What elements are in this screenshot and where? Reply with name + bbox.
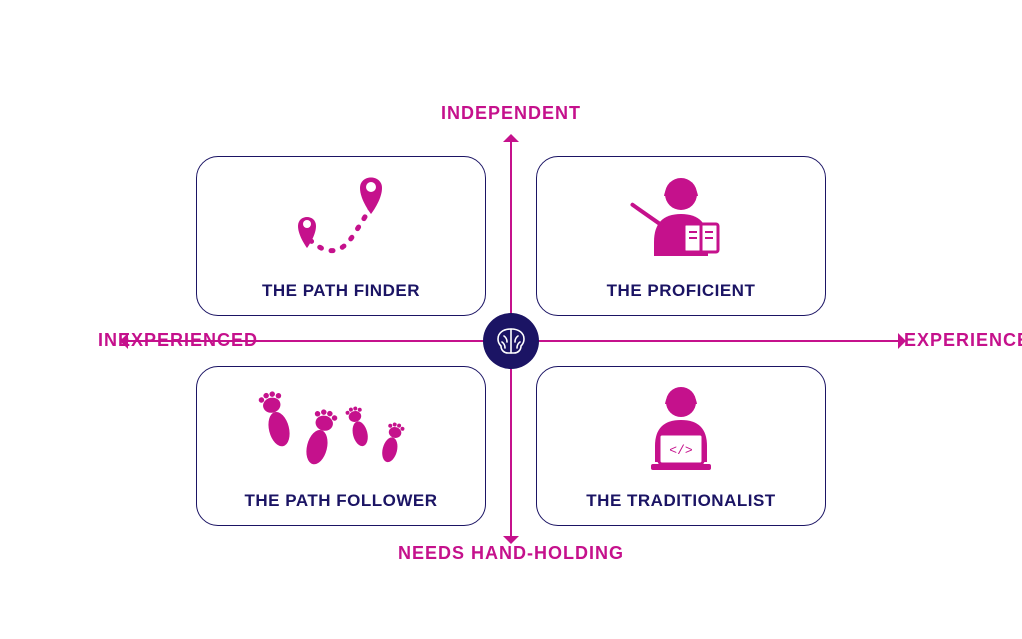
teacher-icon-slot [537, 157, 825, 281]
coder-icon-slot: </> [537, 367, 825, 491]
teacher-icon [626, 172, 736, 267]
quadrant-card-bottom-left: THE PATH FOLLOWER [196, 366, 486, 526]
quadrant-card-bottom-right: </> THE TRADITIONALIST [536, 366, 826, 526]
brain-icon [493, 326, 529, 356]
quadrant-card-top-right: THE PROFICIENT [536, 156, 826, 316]
axis-label-right: EXPERIENCED [904, 330, 1022, 351]
svg-text:</>: </> [669, 443, 693, 458]
footprints-icon-slot [197, 367, 485, 491]
card-label: THE TRADITIONALIST [586, 491, 775, 511]
axis-label-bottom: NEEDS HAND-HOLDING [311, 543, 711, 564]
map-pins-icon-slot [197, 157, 485, 281]
center-brain-badge [483, 313, 539, 369]
footprints-icon [246, 379, 436, 479]
axis-arrow [503, 134, 519, 142]
quadrant-card-top-left: THE PATH FINDER [196, 156, 486, 316]
card-label: THE PROFICIENT [607, 281, 756, 301]
coder-icon: </> [631, 382, 731, 477]
card-label: THE PATH FINDER [262, 281, 420, 301]
axis-label-top: INDEPENDENT [311, 103, 711, 124]
card-label: THE PATH FOLLOWER [245, 491, 438, 511]
axis-label-left: INEXPERIENCED [98, 330, 258, 351]
map-pins-icon [276, 174, 406, 264]
